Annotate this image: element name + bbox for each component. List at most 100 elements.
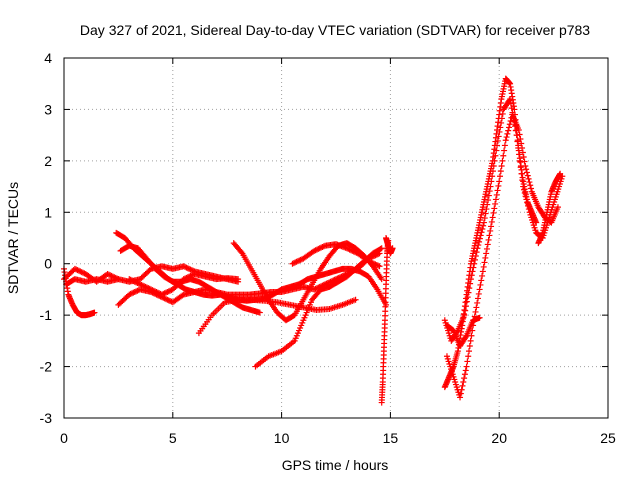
data-point <box>486 188 493 195</box>
x-tick-label: 25 <box>600 430 616 446</box>
data-point <box>318 244 325 251</box>
data-point <box>313 246 320 253</box>
data-point <box>373 262 380 268</box>
data-point <box>465 289 472 296</box>
data-point <box>483 206 490 213</box>
y-axis-label: SDTVAR / TECUs <box>5 182 21 294</box>
data-point <box>464 358 471 365</box>
data-point <box>164 296 171 303</box>
data-point <box>487 227 494 234</box>
data-point <box>519 177 526 184</box>
data-point <box>289 260 296 267</box>
data-point <box>150 287 157 294</box>
data-point <box>134 280 141 286</box>
data-point <box>131 289 138 295</box>
series-track-f <box>117 242 263 316</box>
data-point <box>457 394 464 401</box>
data-point <box>461 312 468 319</box>
data-point <box>468 272 475 279</box>
data-point <box>156 290 163 297</box>
data-point <box>290 260 297 267</box>
data-point <box>311 247 318 254</box>
data-point <box>502 137 509 144</box>
data-point <box>134 287 141 294</box>
data-point <box>462 307 469 314</box>
data-point <box>320 243 327 250</box>
data-point <box>91 309 98 316</box>
data-point <box>484 201 491 208</box>
data-point <box>489 168 496 175</box>
data-point <box>297 256 304 263</box>
data-point <box>490 163 497 169</box>
data-point <box>485 236 492 243</box>
data-point <box>187 272 194 279</box>
data-point <box>524 199 531 206</box>
data-point <box>494 137 501 144</box>
data-point <box>369 260 376 267</box>
data-point <box>503 134 510 141</box>
data-point <box>462 367 469 374</box>
data-point <box>75 267 82 274</box>
data-point <box>184 265 191 272</box>
data-point <box>479 272 486 279</box>
data-point <box>371 260 378 267</box>
data-point <box>142 283 149 290</box>
data-point <box>482 210 489 217</box>
data-point <box>484 241 491 248</box>
data-point <box>476 235 483 242</box>
data-point <box>352 249 359 256</box>
data-point <box>256 309 263 316</box>
series-track-a <box>61 265 98 319</box>
y-tick-label: -2 <box>40 359 53 375</box>
data-point <box>375 262 382 269</box>
data-point <box>77 268 84 275</box>
data-point <box>184 274 191 281</box>
data-point <box>180 263 187 270</box>
data-point <box>478 229 485 236</box>
data-point <box>164 289 171 295</box>
data-point <box>127 276 134 283</box>
data-point <box>312 285 319 292</box>
x-tick-label: 5 <box>169 430 177 446</box>
data-point <box>135 280 142 287</box>
series-track-k <box>289 241 383 270</box>
data-point <box>525 202 532 209</box>
data-point <box>499 157 506 164</box>
data-point <box>292 259 299 266</box>
data-point <box>347 247 354 254</box>
data-point <box>182 263 189 270</box>
y-tick-label: 3 <box>44 101 52 117</box>
data-point <box>498 119 505 126</box>
data-point <box>130 289 137 296</box>
data-point <box>463 363 470 370</box>
data-point <box>74 267 81 274</box>
data-point <box>476 314 483 321</box>
data-point <box>480 263 487 270</box>
data-point <box>376 263 383 270</box>
data-point <box>467 276 474 283</box>
data-point <box>557 170 564 177</box>
data-point <box>145 285 152 292</box>
data-point <box>127 290 134 297</box>
data-point <box>183 274 190 281</box>
data-point <box>521 190 528 196</box>
data-point <box>497 168 504 175</box>
data-point <box>491 157 498 164</box>
data-point <box>129 290 135 297</box>
data-point <box>499 110 506 117</box>
data-point <box>495 133 502 140</box>
data-point <box>480 222 487 229</box>
data-point <box>343 245 350 252</box>
data-point <box>479 268 486 275</box>
data-point <box>488 218 495 225</box>
data-point <box>507 100 514 107</box>
data-point <box>504 130 511 137</box>
data-point <box>520 186 527 193</box>
data-point <box>496 178 503 185</box>
data-point <box>153 289 160 295</box>
data-point <box>516 131 523 138</box>
data-point <box>488 178 495 185</box>
data-point <box>78 269 85 276</box>
data-point <box>463 298 470 305</box>
